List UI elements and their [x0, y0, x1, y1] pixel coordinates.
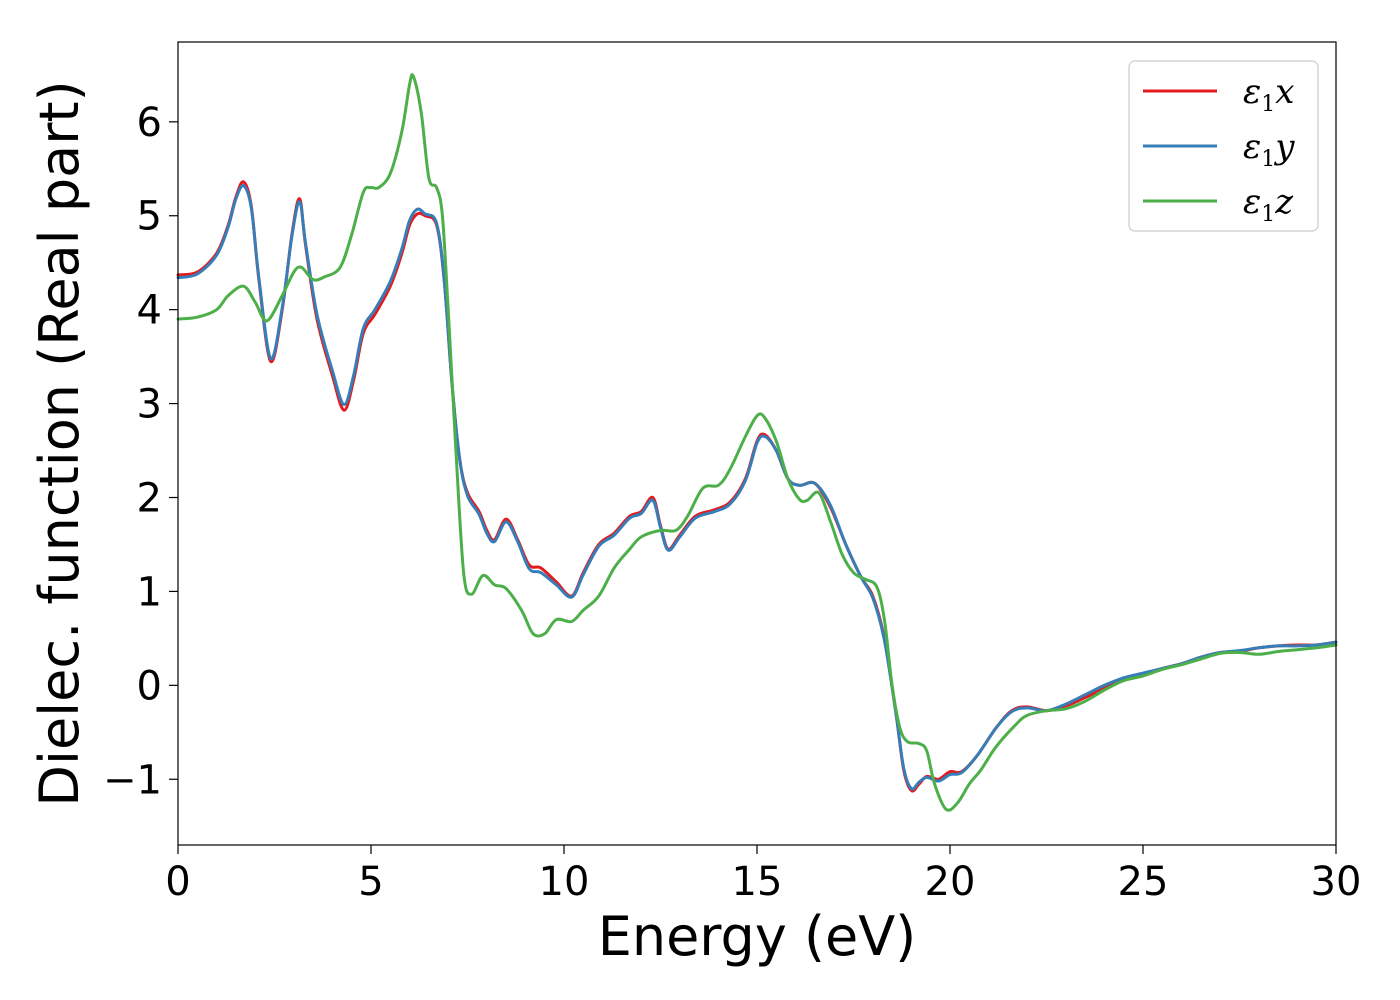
y-tick-label: 6 [137, 100, 162, 146]
legend-label-suffix: z [1274, 182, 1294, 222]
x-tick-label: 10 [539, 859, 590, 905]
legend-label-y: ε1y [1243, 127, 1295, 172]
x-axis-ticks: 0 5 10 15 20 25 30 [165, 845, 1361, 905]
legend-label-subscript: 1 [1261, 92, 1275, 117]
series-line-y [176, 184, 1338, 791]
series-line-z [176, 73, 1338, 812]
x-axis-title: Energy (eV) [598, 905, 917, 968]
series-line-x [176, 180, 1338, 793]
legend-label-base: ε [1243, 72, 1261, 112]
legend-label-x: ε1x [1243, 72, 1294, 117]
legend-box [1128, 60, 1319, 232]
x-tick-label: 30 [1311, 859, 1362, 905]
y-tick-label: 0 [137, 663, 162, 709]
legend-label-subscript: 1 [1261, 147, 1275, 172]
legend-label-z: ε1z [1243, 182, 1294, 227]
y-axis-title: Dielec. function (Real part) [28, 80, 91, 806]
legend-label-base: ε [1243, 127, 1261, 167]
y-tick-label: 4 [137, 288, 162, 334]
y-tick-label: −1 [103, 757, 162, 803]
x-tick-label: 5 [358, 859, 383, 905]
y-tick-label: 5 [137, 194, 162, 240]
x-tick-label: 0 [165, 859, 190, 905]
y-tick-label: 1 [137, 569, 162, 615]
legend-label-suffix: x [1275, 72, 1294, 112]
y-axis-ticks: −1 0 1 2 3 4 5 6 [103, 100, 178, 803]
x-tick-label: 15 [732, 859, 783, 905]
y-tick-label: 2 [137, 476, 162, 522]
y-tick-label: 3 [137, 382, 162, 428]
x-tick-label: 20 [925, 859, 976, 905]
legend-label-subscript: 1 [1261, 202, 1275, 227]
plot-lines [176, 73, 1338, 812]
legend-label-base: ε [1243, 182, 1261, 222]
legend-label-suffix: y [1273, 127, 1295, 167]
x-tick-label: 25 [1118, 859, 1169, 905]
